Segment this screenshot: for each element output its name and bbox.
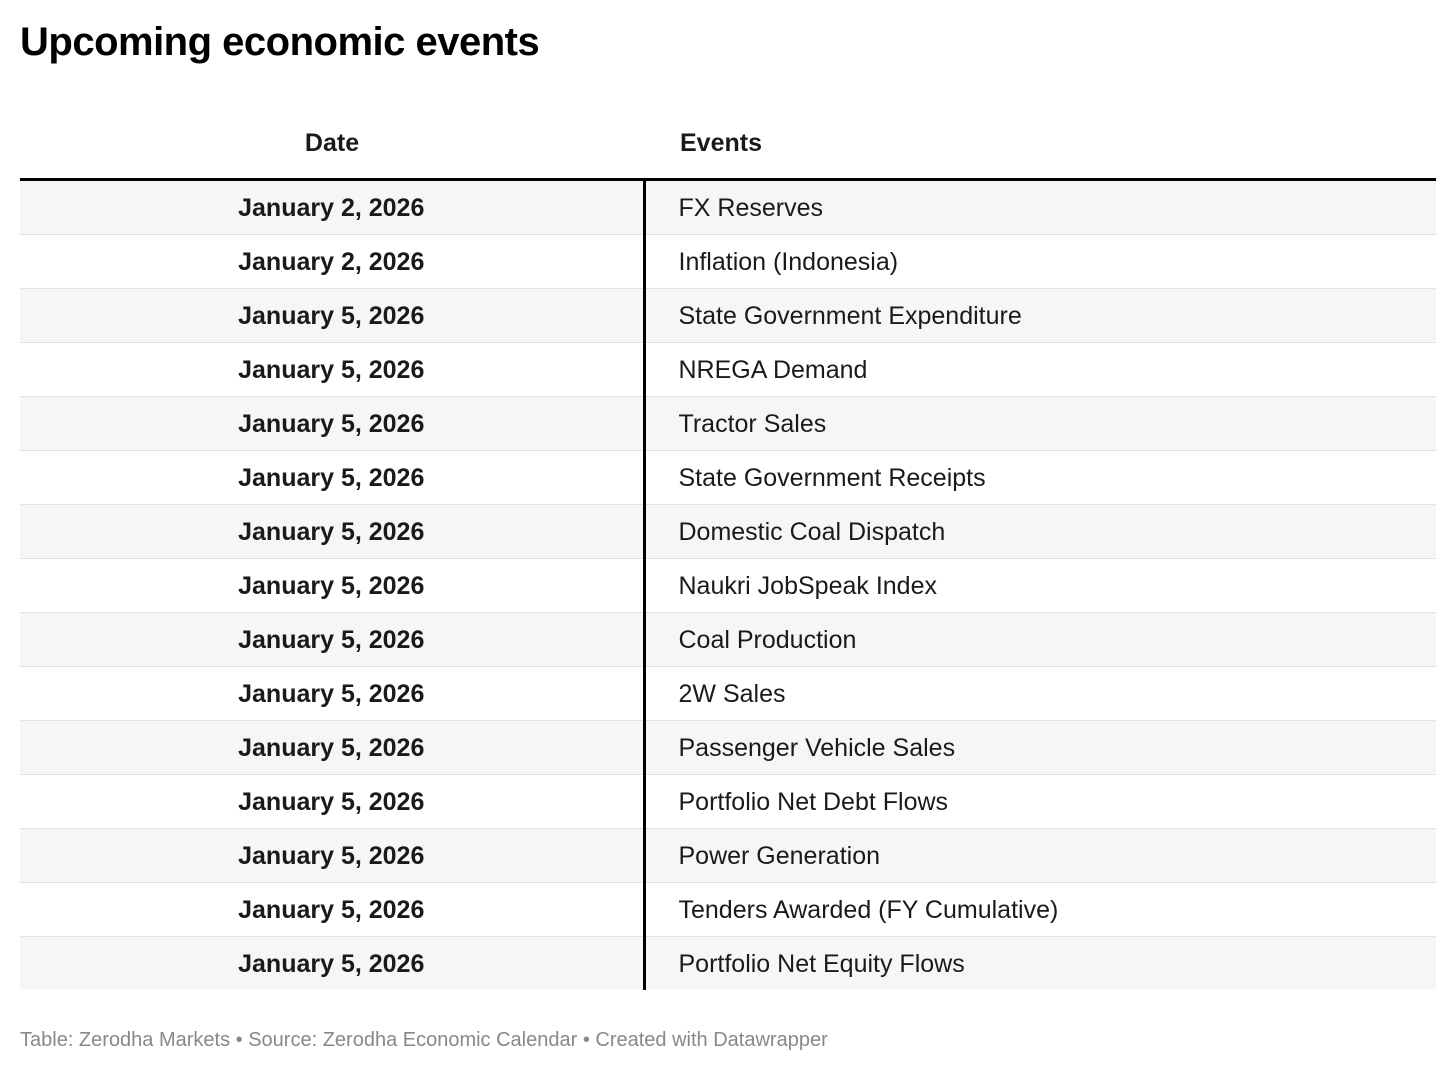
date-cell: January 5, 2026 [238, 841, 425, 870]
table-row: January 5, 2026 Portfolio Net Debt Flows [20, 774, 1436, 829]
table-row: January 2, 2026 FX Reserves [20, 179, 1436, 235]
date-cell: January 5, 2026 [238, 301, 425, 330]
date-cell: January 5, 2026 [238, 733, 425, 762]
table-row: January 5, 2026 2W Sales [20, 666, 1436, 721]
table-row: January 5, 2026 Portfolio Net Equity Flo… [20, 936, 1436, 990]
event-cell: State Government Receipts [642, 450, 1436, 505]
economic-events-table: Date Events January 2, 2026 FX Reserves … [20, 66, 1436, 990]
table-row: January 5, 2026 Passenger Vehicle Sales [20, 720, 1436, 775]
event-cell: Domestic Coal Dispatch [642, 504, 1436, 559]
event-cell: Tenders Awarded (FY Cumulative) [642, 882, 1436, 937]
event-cell: 2W Sales [642, 666, 1436, 721]
table-row: January 5, 2026 State Government Expendi… [20, 288, 1436, 343]
table-row: January 5, 2026 Domestic Coal Dispatch [20, 504, 1436, 559]
event-cell: FX Reserves [642, 179, 1436, 235]
table-row: January 5, 2026 NREGA Demand [20, 342, 1436, 397]
header-row: Date Events [20, 66, 1436, 180]
date-cell: January 5, 2026 [238, 787, 425, 816]
event-cell: Portfolio Net Equity Flows [642, 936, 1436, 990]
event-cell: State Government Expenditure [642, 288, 1436, 343]
attribution-footer: Table: Zerodha Markets • Source: Zerodha… [20, 1029, 828, 1051]
event-cell: Power Generation [642, 828, 1436, 883]
table-row: January 5, 2026 State Government Receipt… [20, 450, 1436, 505]
table-row: January 5, 2026 Tractor Sales [20, 396, 1436, 451]
table-row: January 5, 2026 Tenders Awarded (FY Cumu… [20, 882, 1436, 937]
table-body: January 2, 2026 FX Reserves January 2, 2… [20, 179, 1436, 990]
page-title: Upcoming economic events [20, 20, 540, 64]
table-row: January 2, 2026 Inflation (Indonesia) [20, 234, 1436, 289]
table-row: January 5, 2026 Coal Production [20, 612, 1436, 667]
event-cell: Tractor Sales [642, 396, 1436, 451]
event-cell: Passenger Vehicle Sales [642, 720, 1436, 775]
event-cell: Coal Production [642, 612, 1436, 667]
date-cell: January 5, 2026 [238, 949, 425, 978]
date-cell: January 5, 2026 [238, 895, 425, 924]
event-cell: Portfolio Net Debt Flows [642, 774, 1436, 829]
date-cell: January 5, 2026 [238, 625, 425, 654]
column-header-date: Date [304, 129, 360, 157]
date-cell: January 2, 2026 [238, 193, 425, 222]
date-cell: January 2, 2026 [238, 247, 425, 276]
table-header: Date Events [20, 66, 1436, 180]
column-header-events: Events [680, 129, 762, 157]
date-cell: January 5, 2026 [238, 463, 425, 492]
table-row: January 5, 2026 Naukri JobSpeak Index [20, 558, 1436, 613]
date-cell: January 5, 2026 [238, 355, 425, 384]
event-cell: NREGA Demand [642, 342, 1436, 397]
date-cell: January 5, 2026 [238, 679, 425, 708]
date-cell: January 5, 2026 [238, 571, 425, 600]
table-row: January 5, 2026 Power Generation [20, 828, 1436, 883]
date-cell: January 5, 2026 [238, 409, 425, 438]
event-cell: Inflation (Indonesia) [642, 234, 1436, 289]
event-cell: Naukri JobSpeak Index [642, 558, 1436, 613]
date-cell: January 5, 2026 [238, 517, 425, 546]
